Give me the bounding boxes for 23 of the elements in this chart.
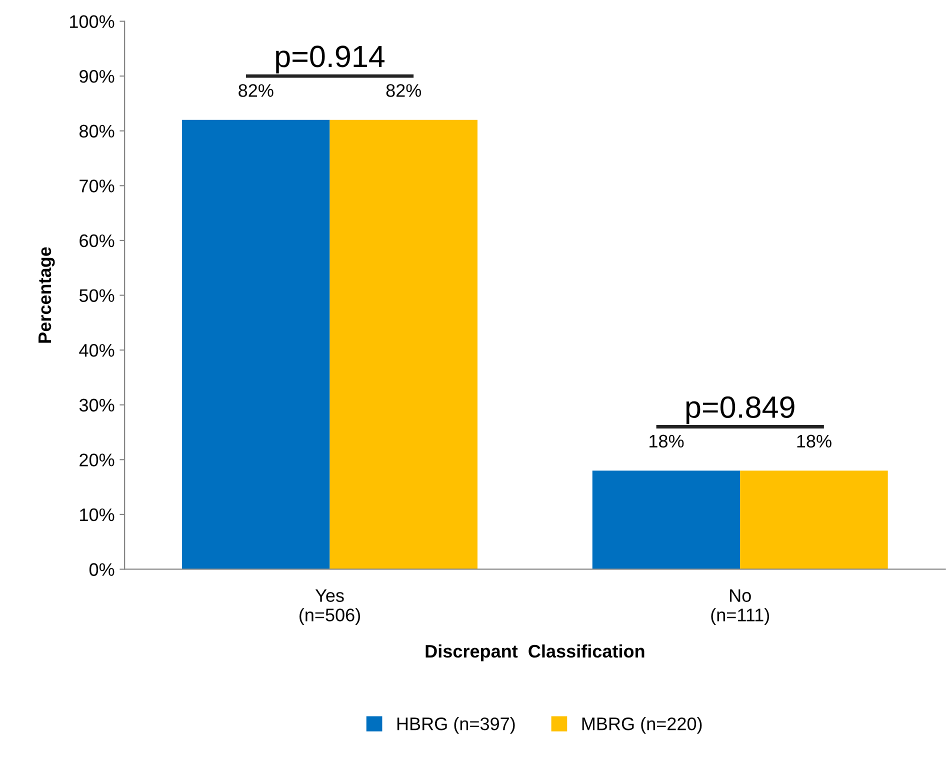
y-tick-label: 20% (80, 454, 114, 466)
data-label: 82% (386, 84, 422, 97)
legend-label: MBRG (n=220) (582, 716, 702, 734)
y-tick-label: 90% (80, 70, 114, 83)
annotation: p=0.914 (276, 46, 385, 74)
y-tick-label: 100% (70, 15, 114, 28)
annotation: p=0.849 (686, 396, 794, 424)
x-tick-label: Yes (n=506) (300, 589, 360, 625)
y-axis-title: Percentage (38, 247, 55, 343)
y-tick-label: 70% (80, 180, 114, 192)
y-tick-label: 50% (79, 289, 114, 302)
y-tick-label: 30% (79, 398, 114, 412)
y-tick-label: 40% (79, 344, 114, 357)
y-tick-label: 60% (80, 234, 114, 248)
y-tick-label: 80% (80, 124, 114, 138)
x-tick-label: No (n=111) (711, 589, 770, 625)
data-label: 18% (797, 434, 832, 448)
y-tick-label: 10% (80, 508, 114, 522)
legend-label: HBRG (n=397) (397, 716, 515, 734)
data-label: 82% (238, 84, 274, 97)
y-tick-label: 0% (89, 563, 114, 576)
data-label: 18% (650, 434, 684, 448)
x-axis-title: Discrepant Classification (426, 644, 644, 662)
